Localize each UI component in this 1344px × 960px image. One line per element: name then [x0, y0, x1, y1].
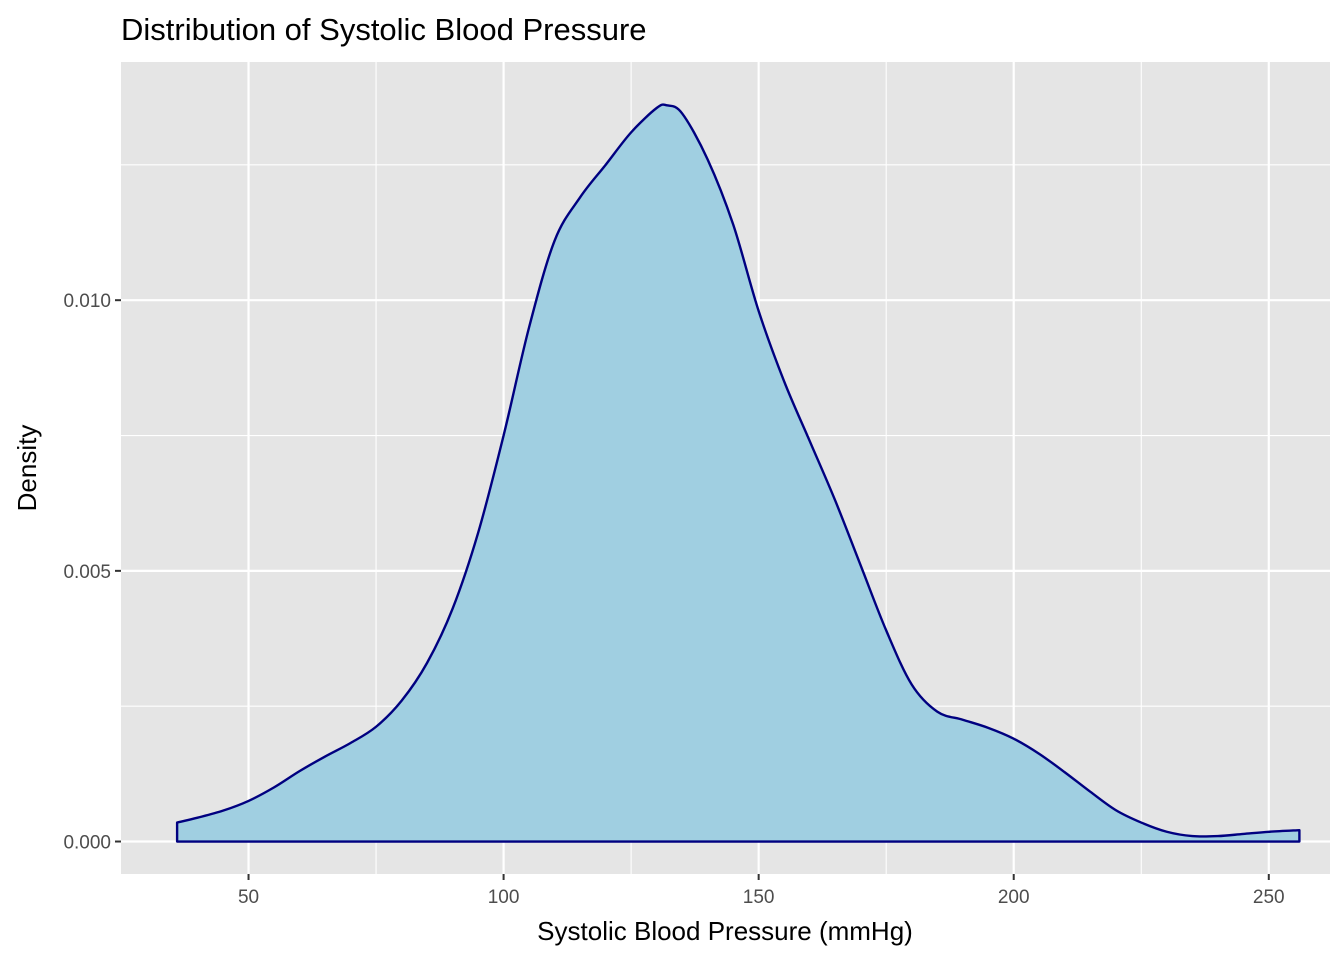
x-tick-label: 150 — [743, 887, 775, 908]
y-axis: 0.000 0.005 0.010 — [63, 291, 121, 854]
x-tick-label: 250 — [1253, 887, 1285, 908]
y-axis-title: Density — [12, 425, 42, 512]
y-tick-label: 0.010 — [63, 291, 111, 312]
chart-title: Distribution of Systolic Blood Pressure — [121, 12, 647, 47]
x-tick-label: 50 — [238, 887, 259, 908]
y-tick-label: 0.005 — [63, 562, 111, 583]
x-axis-title: Systolic Blood Pressure (mmHg) — [537, 916, 913, 946]
density-area — [175, 103, 1301, 843]
x-axis: 50 100 150 200 250 — [238, 874, 1285, 908]
density-layer — [175, 103, 1301, 843]
y-tick-label: 0.000 — [63, 833, 111, 854]
x-tick-label: 200 — [998, 887, 1030, 908]
x-tick-label: 100 — [488, 887, 520, 908]
